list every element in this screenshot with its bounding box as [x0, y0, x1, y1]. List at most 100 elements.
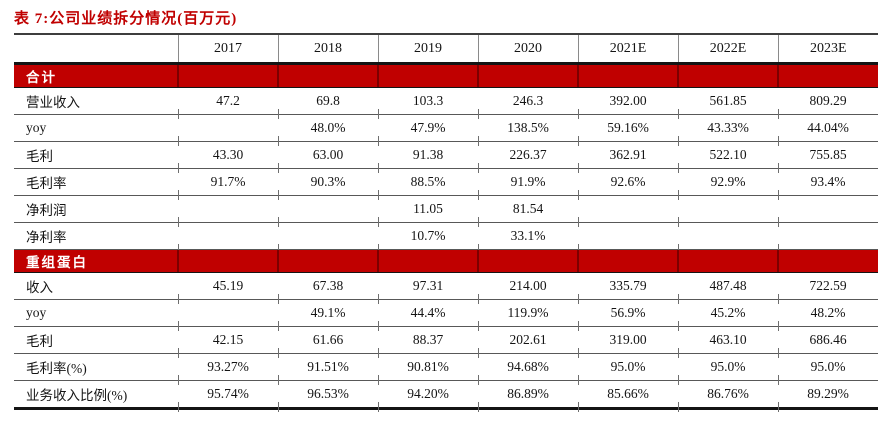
data-cell: 246.3: [477, 87, 578, 119]
data-cell: 48.0%: [277, 114, 378, 146]
row-label: 营业收入: [14, 87, 178, 115]
data-cell: 93.27%: [177, 353, 278, 385]
data-cell: 48.2%: [777, 299, 878, 331]
table-row: 毛利率(%) 93.27% 91.51% 90.81% 94.68% 95.0% 95.0%…: [14, 353, 878, 385]
data-cell: 85.66%: [577, 380, 678, 412]
data-cell: 103.3: [377, 87, 478, 119]
data-cell: 47.2: [177, 87, 278, 119]
section-band-label: 合计: [14, 63, 178, 88]
data-cell: 319.00: [577, 326, 678, 358]
section-band-cell: [677, 63, 778, 88]
data-cell: 94.68%: [477, 353, 578, 385]
data-cell: [577, 195, 678, 227]
data-cell: 91.9%: [477, 168, 578, 200]
table-title: 表 7:公司业绩拆分情况(百万元): [14, 11, 238, 27]
row-label: 毛利率: [14, 168, 178, 196]
section-band-cell: [677, 249, 778, 273]
data-cell: 722.59: [777, 272, 878, 304]
data-cell: 97.31: [377, 272, 478, 304]
data-cell: [277, 195, 378, 227]
section-band-cell: [777, 63, 878, 88]
section-band-cell: [477, 249, 578, 273]
table-body: 合计 营业收入 47.2 69.8 103.3 246.3 392.00 561.85 809.…: [14, 63, 878, 412]
data-cell: 86.89%: [477, 380, 578, 412]
data-cell: [577, 222, 678, 254]
data-cell: [677, 222, 778, 254]
data-cell: 11.05: [377, 195, 478, 227]
data-cell: 214.00: [477, 272, 578, 304]
data-cell: 69.8: [277, 87, 378, 119]
data-cell: 43.33%: [677, 114, 778, 146]
data-cell: 202.61: [477, 326, 578, 358]
data-cell: 809.29: [777, 87, 878, 119]
data-cell: 226.37: [477, 141, 578, 173]
data-cell: 463.10: [677, 326, 778, 358]
data-cell: 561.85: [677, 87, 778, 119]
data-cell: 67.38: [277, 272, 378, 304]
data-cell: 93.4%: [777, 168, 878, 200]
section-band-row: 合计: [14, 63, 878, 88]
data-cell: 755.85: [777, 141, 878, 173]
data-cell: [777, 195, 878, 227]
data-cell: 86.76%: [677, 380, 778, 412]
row-label: yoy: [14, 114, 178, 142]
table-row: yoy 49.1% 44.4% 119.9% 56.9% 45.2% 48.2%: [14, 299, 878, 331]
row-label: 业务收入比例(%): [14, 380, 178, 410]
section-band-cell: [377, 249, 478, 273]
table-row: 毛利 42.15 61.66 88.37 202.61 319.00 463.10 686.4…: [14, 326, 878, 358]
year-header-cell: 2023E: [777, 34, 878, 65]
data-cell: 81.54: [477, 195, 578, 227]
year-header-row-group: 2017 2018 2019 2020 2021E 2022E 2023E: [14, 34, 878, 65]
corner-header-cell: [14, 34, 178, 65]
data-cell: 487.48: [677, 272, 778, 304]
row-label: yoy: [14, 299, 178, 327]
data-cell: 88.5%: [377, 168, 478, 200]
year-header-cell: 2018: [277, 34, 378, 65]
data-cell: 95.0%: [577, 353, 678, 385]
data-cell: [677, 195, 778, 227]
section-band-label: 重组蛋白: [14, 249, 178, 273]
data-cell: 92.6%: [577, 168, 678, 200]
data-cell: [177, 195, 278, 227]
data-cell: 95.74%: [177, 380, 278, 412]
data-cell: 362.91: [577, 141, 678, 173]
data-cell: 49.1%: [277, 299, 378, 331]
table-row: yoy 48.0% 47.9% 138.5% 59.16% 43.33% 44.04%: [14, 114, 878, 146]
data-cell: 94.20%: [377, 380, 478, 412]
table-row: 毛利 43.30 63.00 91.38 226.37 362.91 522.10 755.8…: [14, 141, 878, 173]
section-band-cell: [277, 249, 378, 273]
section-band-cell: [577, 249, 678, 273]
section-band-cell: [577, 63, 678, 88]
data-cell: 119.9%: [477, 299, 578, 331]
year-header-row: 2017 2018 2019 2020 2021E 2022E 2023E: [14, 34, 878, 65]
data-cell: 56.9%: [577, 299, 678, 331]
data-cell: 10.7%: [377, 222, 478, 254]
data-cell: [177, 222, 278, 254]
row-label: 净利率: [14, 222, 178, 250]
data-cell: 522.10: [677, 141, 778, 173]
data-cell: 95.0%: [777, 353, 878, 385]
table-row: 业务收入比例(%) 95.74% 96.53% 94.20% 86.89% 85.66% 8…: [14, 380, 878, 412]
table-row: 毛利率 91.7% 90.3% 88.5% 91.9% 92.6% 92.9% 93.4%: [14, 168, 878, 200]
row-label: 毛利: [14, 326, 178, 354]
section-band-cell: [277, 63, 378, 88]
data-cell: 43.30: [177, 141, 278, 173]
year-header-cell: 2017: [177, 34, 278, 65]
table-row: 营业收入 47.2 69.8 103.3 246.3 392.00 561.85 809.29: [14, 87, 878, 119]
data-cell: 138.5%: [477, 114, 578, 146]
data-cell: 335.79: [577, 272, 678, 304]
table-row: 净利率 10.7% 33.1%: [14, 222, 878, 254]
section-band-cell: [377, 63, 478, 88]
year-header-cell: 2019: [377, 34, 478, 65]
section-band-cell: [177, 63, 278, 88]
data-cell: 45.2%: [677, 299, 778, 331]
year-header-cell: 2021E: [577, 34, 678, 65]
data-cell: 91.51%: [277, 353, 378, 385]
data-cell: 95.0%: [677, 353, 778, 385]
section-band-row: 重组蛋白: [14, 249, 878, 273]
data-cell: 96.53%: [277, 380, 378, 412]
data-cell: 44.04%: [777, 114, 878, 146]
data-cell: [177, 299, 278, 331]
section-band-cell: [777, 249, 878, 273]
